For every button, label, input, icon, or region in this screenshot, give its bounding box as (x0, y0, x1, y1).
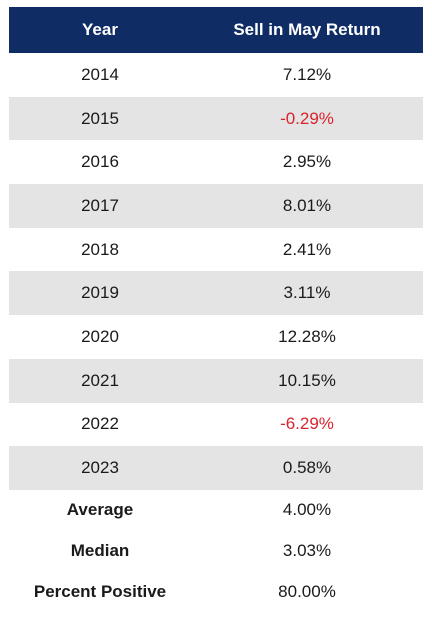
year-cell: 2016 (9, 140, 191, 185)
summary-value: 3.03% (191, 530, 423, 572)
return-cell: 0.58% (191, 446, 423, 490)
table-row: 2014 7.12% (9, 53, 423, 97)
return-cell: 2.41% (191, 227, 423, 272)
return-cell: 7.12% (191, 53, 423, 97)
return-cell: 3.11% (191, 271, 423, 316)
summary-label: Median (9, 530, 191, 572)
return-cell: 8.01% (191, 184, 423, 228)
table-row: 2015 -0.29% (9, 96, 423, 141)
year-cell: 2017 (9, 184, 191, 228)
summary-label: Average (9, 489, 191, 531)
year-cell: 2021 (9, 358, 191, 403)
return-cell: 12.28% (191, 315, 423, 359)
year-cell: 2020 (9, 315, 191, 359)
table-row: 2020 12.28% (9, 315, 423, 359)
year-cell: 2019 (9, 271, 191, 316)
summary-row-average: Average 4.00% (9, 489, 423, 531)
returns-table: Year Sell in May Return 2014 7.12% 2015 … (9, 7, 423, 613)
year-cell: 2014 (9, 53, 191, 97)
header-sell-in-may-return: Sell in May Return (233, 20, 381, 39)
return-cell: -6.29% (191, 402, 423, 447)
summary-row-median: Median 3.03% (9, 530, 423, 572)
table-row: 2017 8.01% (9, 184, 423, 228)
summary-row-percent-positive: Percent Positive 80.00% (9, 571, 423, 613)
return-cell: 2.95% (191, 140, 423, 185)
year-cell: 2015 (9, 96, 191, 141)
return-cell: -0.29% (191, 96, 423, 141)
table-header-row: Year Sell in May Return (9, 7, 423, 53)
table-row: 2016 2.95% (9, 140, 423, 185)
year-cell: 2018 (9, 227, 191, 272)
table-row: 2021 10.15% (9, 358, 423, 403)
year-cell: 2023 (9, 446, 191, 490)
header-year: Year (82, 20, 118, 39)
summary-value: 4.00% (191, 489, 423, 531)
summary-value: 80.00% (191, 571, 423, 613)
table-row: 2023 0.58% (9, 446, 423, 490)
table-row: 2019 3.11% (9, 271, 423, 316)
summary-label: Percent Positive (9, 571, 191, 613)
year-cell: 2022 (9, 402, 191, 447)
table-row: 2018 2.41% (9, 227, 423, 272)
table-row: 2022 -6.29% (9, 402, 423, 447)
return-cell: 10.15% (191, 358, 423, 403)
